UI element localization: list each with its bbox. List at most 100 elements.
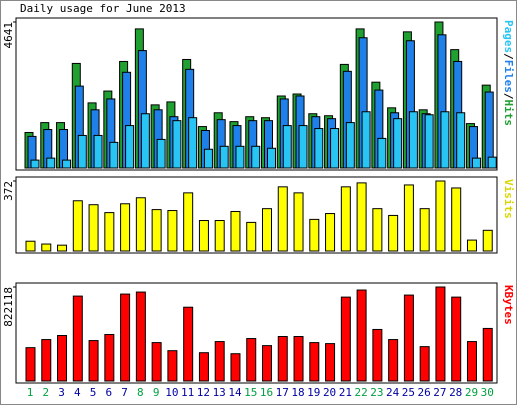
bar bbox=[140, 113, 150, 169]
bar bbox=[46, 157, 56, 169]
x-tick-label: 27 bbox=[433, 386, 446, 399]
x-tick-label: 30 bbox=[481, 386, 494, 399]
x-tick-label: 19 bbox=[307, 386, 320, 399]
bar bbox=[293, 192, 304, 252]
chart-title: Daily usage for June 2013 bbox=[20, 2, 186, 15]
bar bbox=[172, 120, 182, 169]
bar bbox=[25, 240, 36, 252]
x-tick-label: 15 bbox=[244, 386, 257, 399]
bar bbox=[377, 137, 387, 169]
x-tick-label: 5 bbox=[90, 386, 97, 399]
x-tick-label: 13 bbox=[213, 386, 226, 399]
bar bbox=[62, 159, 72, 169]
bar bbox=[403, 294, 414, 382]
bar bbox=[109, 141, 119, 169]
x-tick-label: 18 bbox=[291, 386, 304, 399]
bar bbox=[167, 350, 178, 382]
bar bbox=[298, 125, 308, 169]
bar bbox=[466, 239, 477, 252]
x-tick-label: 28 bbox=[449, 386, 462, 399]
bar bbox=[262, 345, 272, 382]
bar bbox=[435, 286, 446, 382]
bar bbox=[293, 336, 304, 382]
bar bbox=[282, 125, 292, 169]
bar bbox=[235, 145, 245, 169]
x-tick-label: 1 bbox=[27, 386, 34, 399]
legend-separator: / bbox=[502, 93, 515, 100]
bar bbox=[72, 200, 83, 252]
bar bbox=[57, 244, 68, 252]
bar bbox=[151, 209, 162, 252]
bar bbox=[198, 220, 209, 252]
bar bbox=[419, 208, 430, 252]
bar bbox=[203, 148, 213, 169]
bar bbox=[183, 306, 194, 382]
bar bbox=[246, 221, 257, 252]
x-tick-label: 21 bbox=[339, 386, 352, 399]
bar bbox=[325, 343, 336, 382]
bar bbox=[440, 111, 450, 169]
legend-entry: Visits bbox=[502, 179, 515, 219]
bar bbox=[93, 134, 103, 169]
bar bbox=[156, 138, 166, 169]
bar bbox=[30, 159, 40, 169]
bar bbox=[466, 341, 477, 382]
bar bbox=[330, 128, 340, 169]
bar bbox=[183, 192, 194, 252]
bar bbox=[88, 340, 99, 382]
x-tick-label: 16 bbox=[260, 386, 273, 399]
x-tick-label: 11 bbox=[181, 386, 194, 399]
bar bbox=[361, 111, 371, 169]
bar bbox=[435, 180, 446, 252]
bar bbox=[388, 339, 399, 382]
bar bbox=[356, 289, 367, 382]
x-tick-label: 6 bbox=[106, 386, 113, 399]
x-tick-label: 23 bbox=[370, 386, 383, 399]
legend-entry: Pages bbox=[502, 20, 515, 53]
bar bbox=[167, 210, 178, 252]
x-tick-label: 20 bbox=[323, 386, 336, 399]
bar bbox=[372, 328, 383, 382]
bar bbox=[104, 212, 115, 252]
bar bbox=[88, 204, 99, 252]
bar bbox=[345, 122, 355, 169]
bar bbox=[356, 182, 367, 252]
bar bbox=[309, 218, 320, 252]
bar bbox=[471, 157, 481, 169]
bar bbox=[482, 229, 493, 252]
bar bbox=[314, 128, 324, 169]
x-tick-label: 29 bbox=[465, 386, 478, 399]
bar bbox=[214, 220, 225, 252]
y-max-label: 4641 bbox=[2, 22, 15, 49]
bar bbox=[57, 335, 68, 382]
bar bbox=[388, 214, 399, 252]
x-tick-label: 7 bbox=[121, 386, 128, 399]
x-tick-label: 26 bbox=[418, 386, 431, 399]
legend-entry: KBytes bbox=[502, 285, 515, 325]
x-tick-label: 24 bbox=[386, 386, 400, 399]
x-tick-label: 12 bbox=[197, 386, 210, 399]
x-tick-label: 8 bbox=[137, 386, 144, 399]
x-tick-label: 9 bbox=[153, 386, 160, 399]
bar bbox=[340, 296, 351, 382]
legend-separator: / bbox=[502, 53, 515, 60]
legend: KBytes bbox=[502, 285, 515, 325]
bar bbox=[198, 352, 209, 382]
bar bbox=[393, 118, 403, 169]
bar bbox=[456, 112, 466, 169]
bar bbox=[214, 341, 225, 382]
bar bbox=[484, 91, 494, 169]
x-tick-label: 17 bbox=[276, 386, 289, 399]
bar bbox=[372, 208, 383, 252]
bar bbox=[25, 347, 36, 382]
bar bbox=[424, 114, 434, 169]
bar bbox=[277, 186, 288, 252]
bar bbox=[41, 243, 52, 252]
x-tick-label: 25 bbox=[402, 386, 415, 399]
bar bbox=[72, 295, 83, 382]
bar bbox=[188, 117, 198, 169]
bar bbox=[419, 346, 430, 382]
x-tick-label: 22 bbox=[354, 386, 367, 399]
bar bbox=[104, 334, 115, 382]
